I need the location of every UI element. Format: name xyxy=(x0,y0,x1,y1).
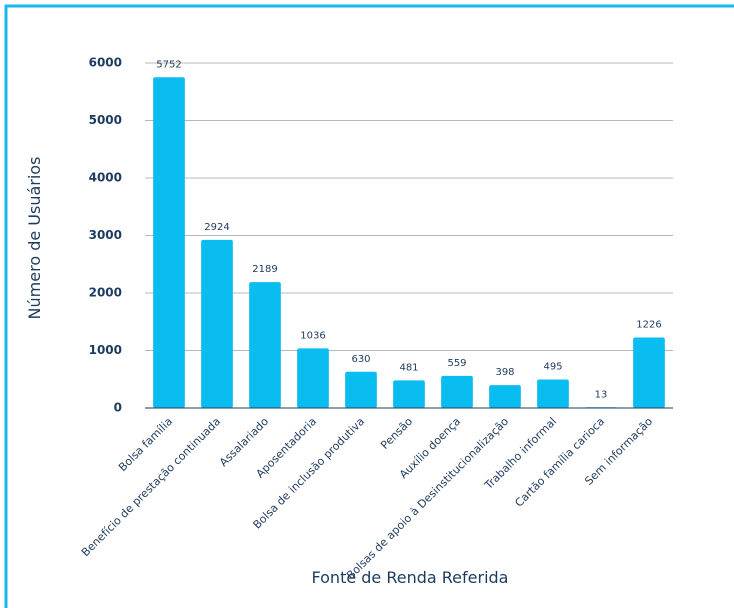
bar xyxy=(633,337,665,408)
bar xyxy=(537,379,569,408)
y-tick-label: 6000 xyxy=(89,56,122,70)
y-tick-label: 3000 xyxy=(89,228,122,242)
frame xyxy=(4,4,734,608)
y-tick-label: 1000 xyxy=(89,343,122,357)
y-tick-label: 0 xyxy=(114,401,122,415)
value-label: 5752 xyxy=(156,59,181,70)
bar xyxy=(393,380,425,408)
value-label: 1036 xyxy=(300,330,325,341)
bar xyxy=(345,371,377,408)
y-axis-label: Número de Usuários xyxy=(25,157,44,320)
value-label: 495 xyxy=(543,362,562,373)
value-label: 2189 xyxy=(252,264,277,275)
bar xyxy=(489,385,521,408)
bar xyxy=(201,239,233,408)
bar xyxy=(441,375,473,408)
value-label: 13 xyxy=(595,389,608,400)
value-label: 481 xyxy=(399,362,418,373)
bar xyxy=(297,348,329,408)
x-axis-label: Fonte de Renda Referida xyxy=(312,568,509,587)
y-tick-label: 2000 xyxy=(89,286,122,300)
value-label: 1226 xyxy=(636,320,661,331)
value-label: 559 xyxy=(447,358,466,369)
y-tick-label: 5000 xyxy=(89,113,122,127)
value-label: 2924 xyxy=(204,222,229,233)
bar xyxy=(249,282,281,408)
value-label: 398 xyxy=(495,367,514,378)
value-label: 630 xyxy=(351,354,370,365)
x-tick-label: Cartão família carioca xyxy=(512,415,607,510)
y-tick-label: 4000 xyxy=(89,171,122,185)
x-tick-label: Pensão xyxy=(378,415,415,452)
bar xyxy=(153,77,185,408)
